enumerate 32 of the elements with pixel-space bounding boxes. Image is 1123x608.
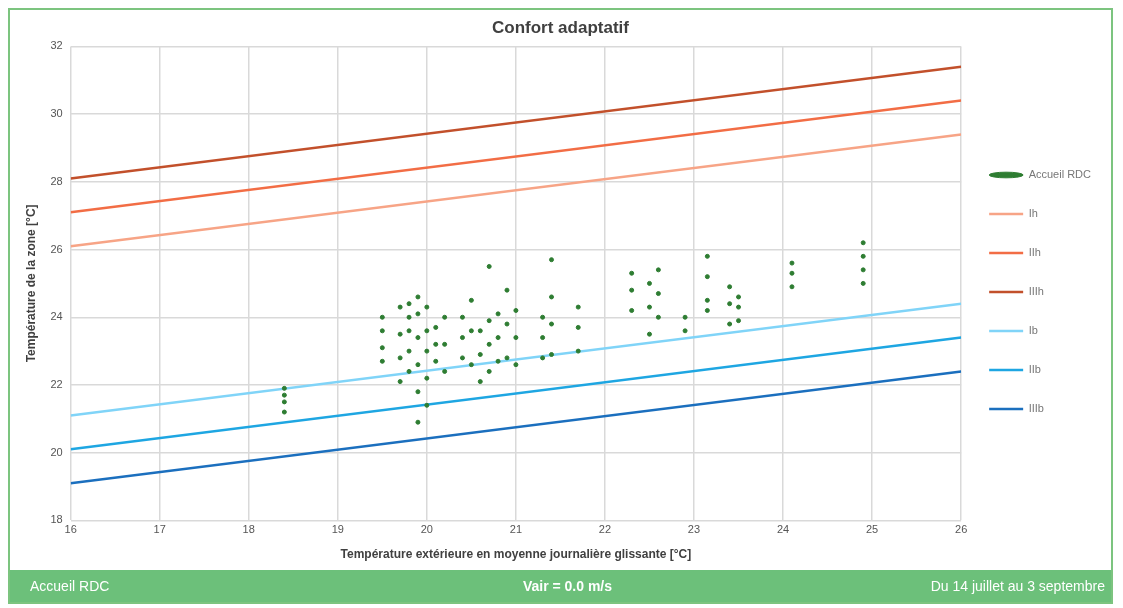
x-tick-label: 22 — [598, 523, 612, 536]
x-tick-label: 26 — [955, 523, 968, 536]
x-axis-title: Température extérieure en moyenne journalière glissante [°C] — [340, 547, 692, 562]
y-tick-label: 22 — [50, 378, 63, 390]
y-axis-title: Température de la zone [°C] — [23, 204, 38, 363]
x-tick-label: 16 — [64, 523, 77, 536]
legend-label: Ih — [1028, 207, 1038, 220]
legend-label: Ib — [1028, 324, 1038, 337]
y-tick-label: 18 — [50, 513, 63, 526]
chart-title: Confort adaptatif — [492, 17, 630, 37]
y-tick-label: 32 — [50, 39, 63, 52]
x-tick-label: 19 — [331, 523, 344, 536]
text: Vair = 0.0 m/s — [521, 578, 614, 594]
text: Accueil RDC — [30, 578, 111, 594]
x-tick-label: 20 — [420, 523, 433, 536]
text: Du 14 juillet au 3 septembre — [929, 578, 1105, 594]
legend-label: IIb — [1028, 363, 1041, 376]
x-tick-label: 21 — [509, 523, 523, 536]
x-tick-label: 23 — [687, 523, 701, 536]
legend-label: IIIb — [1028, 402, 1044, 415]
x-tick-label: 18 — [242, 523, 255, 536]
y-tick-label: 24 — [50, 310, 63, 323]
y-tick-label: 30 — [50, 107, 63, 120]
legend-label: Accueil RDC — [1028, 168, 1092, 181]
x-tick-label: 17 — [153, 523, 166, 536]
legend-label: IIIh — [1028, 285, 1044, 298]
y-tick-label: 26 — [50, 242, 63, 255]
y-tick-label: 28 — [50, 174, 63, 187]
legend-label: IIh — [1028, 246, 1041, 259]
x-tick-label: 25 — [865, 523, 879, 536]
x-tick-label: 24 — [776, 523, 790, 536]
y-tick-label: 20 — [50, 445, 63, 458]
